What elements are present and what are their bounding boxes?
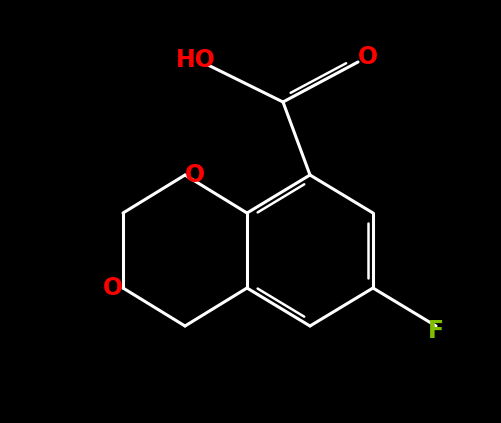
Text: O: O [358,45,378,69]
Text: O: O [185,163,205,187]
Text: HO: HO [176,48,216,72]
Text: O: O [103,276,123,300]
Text: F: F [428,319,444,343]
